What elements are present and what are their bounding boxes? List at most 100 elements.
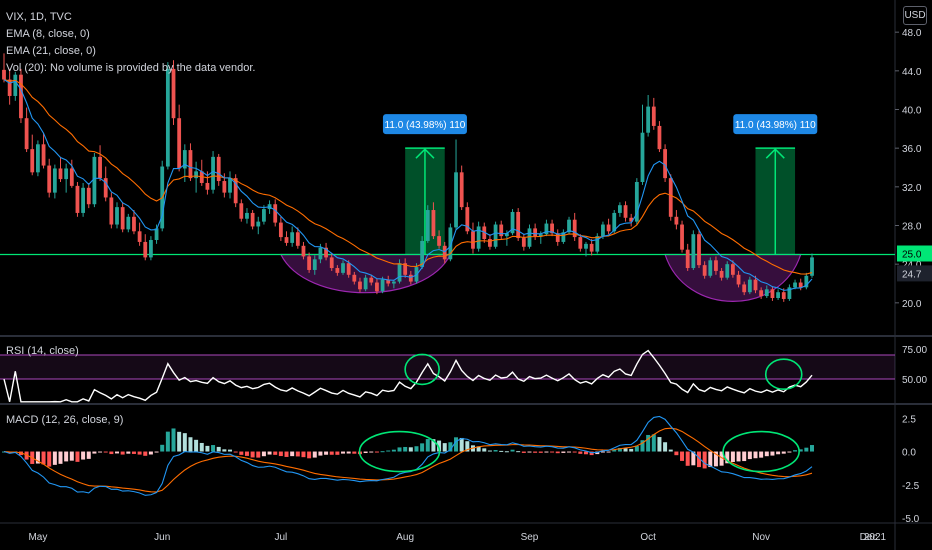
macd-histogram-bar (52, 451, 57, 465)
price-tick-label: 36.0 (902, 144, 922, 155)
time-axis-label: 2021 (864, 532, 887, 543)
macd-histogram-bar (437, 440, 442, 452)
macd-histogram-bar (770, 451, 775, 456)
legend-ema8: EMA (8, close, 0) (6, 28, 90, 40)
macd-histogram-bar (533, 451, 538, 453)
macd-histogram-bar (35, 451, 40, 464)
macd-histogram-bar (222, 449, 227, 452)
macd-histogram-bar (352, 451, 357, 454)
candle-body (533, 228, 538, 237)
macd-histogram-bar (301, 451, 306, 458)
macd-histogram-bar (250, 451, 255, 458)
legend-symbol: VIX, 1D, TVC (6, 11, 72, 23)
candle-body (488, 239, 492, 247)
candle-body (612, 212, 617, 232)
candle-body (798, 282, 803, 288)
macd-histogram-bar (510, 449, 515, 452)
macd-histogram-bar (318, 451, 323, 456)
last-price-tag (897, 265, 932, 282)
macd-histogram-bar (239, 451, 244, 455)
macd-histogram-bar (386, 450, 391, 452)
candle-body (47, 165, 52, 193)
candle-body (747, 279, 752, 293)
macd-histogram-bar (109, 451, 114, 455)
macd-histogram-bar (691, 451, 696, 466)
candle-body (358, 281, 362, 290)
candle-body (211, 156, 215, 190)
macd-histogram-bar (408, 447, 413, 452)
macd-histogram-bar (623, 448, 628, 452)
candle-body (30, 149, 35, 173)
candle-body (617, 205, 622, 213)
macd-histogram-bar (448, 442, 453, 452)
candle-body (233, 178, 238, 204)
macd-histogram-bar (75, 451, 80, 462)
macd-histogram-bar (578, 451, 583, 454)
macd-histogram-bar (589, 451, 594, 456)
macd-histogram-bar (668, 449, 673, 452)
candle-body (476, 226, 481, 249)
macd-histogram-bar (290, 451, 295, 457)
candle-body (126, 216, 131, 230)
candle-body (335, 268, 340, 273)
candle-body (165, 68, 170, 167)
macd-histogram-bar (538, 451, 543, 453)
macd-histogram-bar (307, 451, 312, 459)
macd-histogram-bar (92, 451, 97, 454)
macd-histogram-bar (329, 451, 334, 455)
macd-histogram-bar (182, 433, 187, 452)
last-price-tag-label: 24.7 (902, 269, 922, 280)
macd-histogram-bar (499, 450, 504, 452)
macd-histogram-bar (561, 451, 566, 453)
macd-histogram-bar (787, 451, 792, 453)
macd-histogram-bar (205, 445, 210, 452)
candle-body (177, 118, 182, 169)
candle-body (149, 240, 153, 258)
macd-histogram-bar (459, 437, 464, 452)
candle-body (499, 224, 504, 237)
candle-body (109, 197, 114, 225)
candle-body (521, 238, 526, 247)
macd-histogram-bar (702, 451, 707, 469)
macd-histogram-bar (742, 451, 747, 462)
candle-body (437, 236, 441, 246)
rsi-highlight-ellipse (764, 358, 803, 391)
macd-histogram-bar (651, 434, 656, 452)
legend-rsi: RSI (14, close) (6, 345, 79, 357)
candle-body (742, 284, 747, 293)
macd-histogram-bar (555, 451, 560, 454)
price-tick-label: 32.0 (902, 183, 922, 194)
macd-line (3, 415, 813, 496)
currency-button[interactable]: USD (903, 6, 927, 25)
macd-histogram-bar (600, 451, 605, 453)
macd-histogram-bar (81, 451, 86, 460)
macd-histogram-bar (256, 451, 261, 458)
macd-histogram-bar (295, 451, 300, 457)
macd-histogram-bar (47, 451, 52, 467)
macd-histogram-bar (487, 450, 492, 452)
candle-body (759, 290, 764, 297)
macd-histogram-bar (810, 445, 814, 452)
rsi-band (0, 355, 895, 379)
candle-body (629, 217, 634, 222)
ema8-line (3, 79, 813, 291)
candle-body (584, 243, 588, 249)
macd-histogram-bar (171, 428, 176, 452)
candle-body (448, 227, 453, 260)
candle-body (363, 277, 368, 290)
candle-body (561, 232, 566, 242)
candle-body (188, 150, 193, 179)
candle-body (375, 282, 379, 292)
macd-histogram-bar (233, 451, 238, 453)
price-tick-label: 20.0 (902, 299, 922, 310)
macd-histogram-bar (211, 445, 216, 452)
macd-histogram-bar (696, 451, 701, 468)
candle-body (454, 172, 458, 228)
candle-body (493, 224, 498, 247)
macd-histogram-bar (41, 451, 46, 465)
candle-body (137, 231, 142, 242)
macd-histogram-bar (380, 451, 385, 453)
candle-body (504, 233, 509, 237)
macd-histogram-bar (278, 451, 283, 457)
